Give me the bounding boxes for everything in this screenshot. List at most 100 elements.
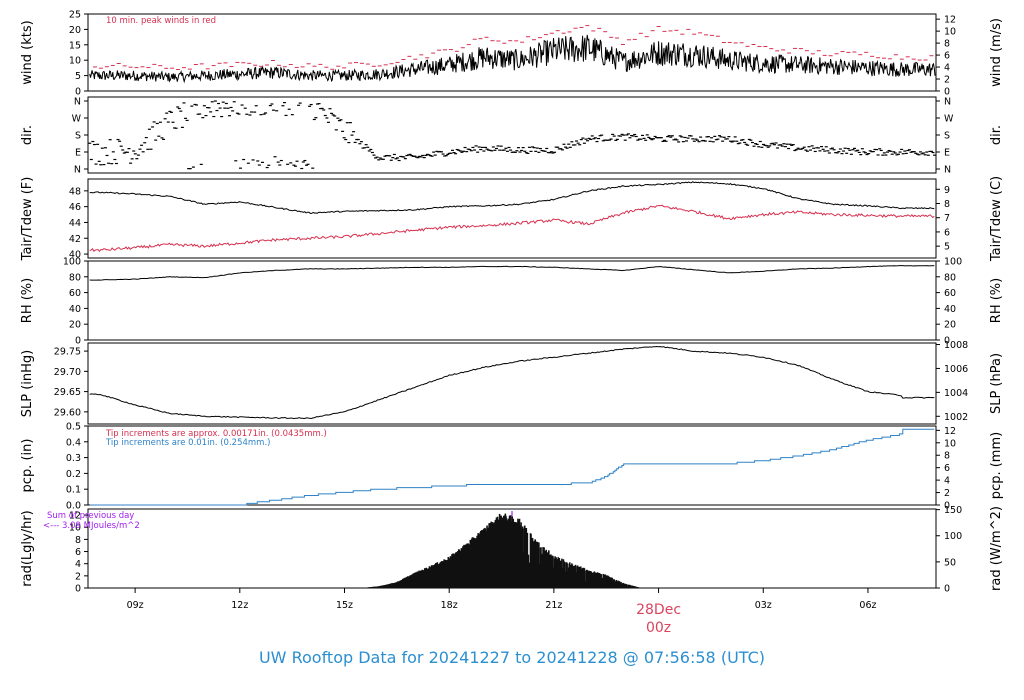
pcp-ylabel-right: pcp. (mm) — [989, 432, 1004, 499]
rh-frame — [87, 260, 937, 341]
rad-left-tick-label: 2 — [75, 571, 81, 582]
rad-annotation-value: <--- 3.09 MJoules/m^2 — [43, 521, 140, 531]
rad-ylabel-right: rad (W/m^2) — [989, 506, 1004, 591]
rad-annotation-sum: Sum of previous day — [47, 511, 134, 521]
pcp-frame — [87, 425, 937, 506]
slp-left-tick-label: 29.65 — [54, 387, 81, 398]
wind-left-tick-label: 10 — [69, 56, 81, 67]
wind-right-tick-label: 6 — [944, 51, 950, 62]
wind-left-tick-label: 20 — [69, 25, 81, 36]
wind-right-tick-label: 0 — [944, 87, 950, 98]
wind-speed-line — [89, 34, 936, 84]
time-tick-label: 12z — [231, 600, 248, 611]
rh-right-tick-label: 60 — [944, 288, 956, 299]
rh-left-tick-label: 80 — [69, 272, 81, 283]
pcp-left-tick-label: 0.2 — [66, 469, 81, 480]
wind-frame — [87, 13, 937, 92]
temp-right-tick-label: 8 — [944, 199, 950, 210]
date-tick-label: 00z — [646, 620, 671, 636]
rh-left-tick-label: 60 — [69, 288, 81, 299]
wind-left-tick-label: 15 — [69, 40, 81, 51]
temp-right-tick-label: 6 — [944, 227, 950, 238]
rh-line — [89, 265, 935, 281]
slp-left-tick-label: 29.70 — [54, 367, 81, 378]
temp-ylabel-right: Tair/Tdew (C) — [989, 176, 1004, 262]
temp-left-tick-label: 44 — [69, 218, 81, 229]
slp-right-tick-label: 1006 — [944, 364, 968, 375]
temp-frame — [87, 178, 937, 259]
time-tick-label: 21z — [545, 600, 562, 611]
dir-left-tick-label: N — [74, 165, 81, 176]
rh-right-tick-label: 80 — [944, 272, 956, 283]
pcp-right-tick-label: 10 — [944, 438, 956, 449]
dir-ylabel-right: dir. — [989, 125, 1004, 145]
wind-right-tick-label: 12 — [944, 15, 956, 26]
slp-right-tick-label: 1008 — [944, 340, 968, 351]
time-tick-label: 06z — [859, 600, 876, 611]
pcp-left-tick-label: 0.4 — [66, 437, 81, 448]
slp-right-tick-label: 1002 — [944, 412, 968, 423]
wind-ylabel-right: wind (m/s) — [989, 18, 1004, 87]
rad-left-tick-label: 8 — [75, 535, 81, 546]
wind-right-tick-label: 2 — [944, 75, 950, 86]
dir-right-tick-label: E — [944, 148, 950, 159]
rh-left-tick-label: 0 — [75, 336, 81, 347]
pcp-line — [89, 428, 935, 506]
dir-ylabel: dir. — [20, 125, 35, 145]
rh-left-tick-label: 40 — [69, 304, 81, 315]
time-tick-label: 18z — [441, 600, 458, 611]
temp-tair-line — [89, 181, 935, 214]
wind-right-tick-label: 10 — [944, 27, 956, 38]
slp-frame — [87, 342, 937, 425]
dir-left-tick-label: W — [72, 114, 82, 125]
dir-left-tick-label: E — [75, 148, 81, 159]
pcp-annotation-approx: Tip increments are approx. 0.00171in. (0… — [105, 429, 327, 439]
slp-left-tick-label: 29.60 — [54, 407, 81, 418]
dir-left-tick-label: N — [74, 97, 81, 108]
time-tick-label: 15z — [336, 600, 353, 611]
pcp-right-tick-label: 6 — [944, 463, 950, 474]
pcp-annotation-tips: Tip increments are 0.01in. (0.254mm.) — [105, 438, 270, 448]
pcp-right-tick-label: 2 — [944, 488, 950, 499]
dir-right-tick-label: N — [944, 165, 951, 176]
slp-left-tick-label: 29.75 — [54, 347, 81, 358]
slp-ylabel: SLP (inHg) — [20, 350, 35, 418]
pcp-left-tick-label: 0.0 — [66, 501, 81, 512]
pcp-right-tick-label: 4 — [944, 476, 950, 487]
wind-right-tick-label: 4 — [944, 63, 950, 74]
rad-right-tick-label: 150 — [944, 505, 962, 516]
slp-right-tick-label: 1004 — [944, 388, 968, 399]
rh-right-tick-label: 20 — [944, 320, 956, 331]
wind-annotation: 10 min. peak winds in red — [106, 16, 216, 26]
rh-ylabel: RH (%) — [20, 278, 35, 323]
dir-left-tick-label: S — [75, 131, 81, 142]
temp-left-tick-label: 46 — [69, 202, 81, 213]
rh-left-tick-label: 20 — [69, 320, 81, 331]
rh-ylabel-right: RH (%) — [989, 278, 1004, 323]
rad-ylabel: rad(Lgly/hr) — [20, 510, 35, 586]
rad-right-tick-label: 0 — [944, 584, 950, 595]
dir-right-tick-label: N — [944, 97, 951, 108]
time-tick-label: 03z — [755, 600, 772, 611]
dir-frame — [87, 96, 937, 174]
pcp-left-tick-label: 0.3 — [66, 453, 81, 464]
temp-right-tick-label: 7 — [944, 213, 950, 224]
pcp-right-tick-label: 12 — [944, 426, 956, 437]
rad-left-tick-label: 0 — [75, 584, 81, 595]
rad-left-tick-label: 12 — [69, 511, 81, 522]
temp-left-tick-label: 48 — [69, 186, 81, 197]
temp-ylabel: Tair/Tdew (F) — [20, 177, 35, 262]
rh-right-tick-label: 100 — [944, 257, 962, 268]
dir-right-tick-label: W — [944, 114, 954, 125]
rad-left-tick-label: 6 — [75, 547, 81, 558]
dir-right-tick-label: S — [944, 131, 950, 142]
rh-right-tick-label: 40 — [944, 304, 956, 315]
wind-left-tick-label: 25 — [69, 10, 81, 21]
temp-tdew-line — [89, 204, 935, 253]
slp-line — [89, 345, 935, 420]
rad-left-tick-label: 4 — [75, 559, 81, 570]
rh-left-tick-label: 100 — [63, 257, 81, 268]
rad-left-tick-label: 10 — [69, 523, 81, 534]
